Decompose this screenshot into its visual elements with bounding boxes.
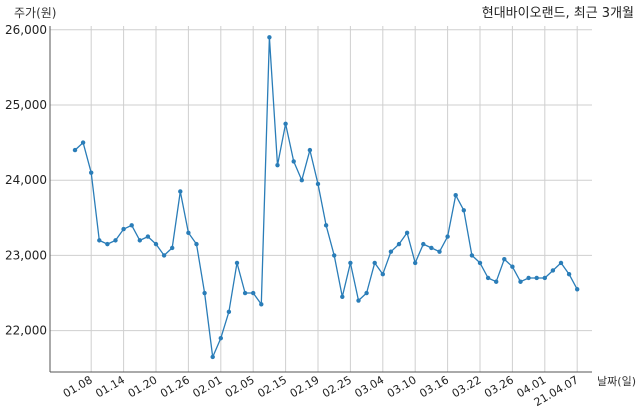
data-point [421,241,426,247]
data-point [461,208,466,213]
data-point [113,238,118,243]
data-point [404,230,410,236]
chart-title: 현대바이오랜드, 최근 3개월 [482,6,634,21]
data-point [477,260,483,266]
data-point [275,162,280,168]
data-point [129,223,134,228]
x-tick-label: 02.15 [255,373,289,400]
data-point [388,249,394,254]
data-point [534,275,539,281]
data-point [485,275,491,281]
data-point [566,272,572,277]
x-tick-label: 03.22 [450,373,484,400]
x-tick-label: 02.25 [320,373,354,400]
data-point [437,249,442,254]
data-point [380,272,385,277]
y-tick-label: 23,000 [5,248,47,262]
x-tick-label: 01.26 [158,373,192,400]
data-point [518,279,523,284]
x-tick-label: 02.01 [191,373,225,400]
data-point [542,275,547,281]
x-tick-label: 01.20 [126,373,160,400]
data-point [97,238,102,243]
gridlines [50,26,592,372]
x-tick-label: 01.08 [61,373,95,400]
data-point [558,260,564,266]
x-tick-label: 03.16 [417,373,451,400]
data-point [323,223,329,228]
data-point [364,290,369,296]
data-point [429,245,434,251]
data-point [186,230,191,236]
data-point [178,189,183,194]
data-point [396,241,402,247]
y-tick-label: 25,000 [5,98,47,112]
data-point [372,260,377,266]
data-point [348,260,353,266]
x-tick-label: 03.26 [482,373,516,400]
data-point [494,279,499,284]
data-point [89,170,94,175]
data-point [453,193,458,198]
x-tick-labels: 01.0801.1401.2001.2602.0102.0502.1502.19… [61,373,581,409]
data-point [575,287,580,292]
data-point [145,234,151,239]
data-point [137,238,142,243]
data-point [413,260,418,266]
data-point [121,226,126,232]
data-point [105,241,110,247]
y-tick-label: 22,000 [5,324,47,338]
data-point [161,253,167,258]
data-point [550,268,556,273]
data-point [340,294,345,299]
data-point [526,275,531,281]
data-point [251,290,256,296]
data-point [299,177,304,183]
data-point [502,256,507,262]
data-point [210,354,215,360]
data-point [332,253,337,258]
data-point [194,241,199,247]
data-point [510,264,515,269]
x-tick-label: 03.04 [353,373,387,400]
data-point [234,260,240,266]
y-axis-label: 주가(원) [14,6,56,20]
y-tick-label: 26,000 [5,23,47,37]
y-tick-label: 24,000 [5,173,47,187]
data-point [202,290,207,296]
x-axis-label: 날짜(일) [597,374,636,388]
axes [49,26,592,373]
data-point [356,298,361,303]
data-point [80,140,86,145]
y-tick-labels: 22,000 23,000 24,000 25,000 26,000 [5,23,47,338]
data-point [218,335,223,341]
x-tick-label: 01.14 [93,373,127,400]
data-point [445,234,450,239]
series-line [74,36,578,358]
x-tick-label: 03.10 [385,373,419,400]
data-point [315,181,321,187]
x-tick-label: 02.19 [288,373,322,400]
data-point [469,253,475,258]
data-point [170,245,175,251]
data-point [283,121,288,126]
series [72,35,580,360]
data-point [259,302,264,307]
data-point [242,290,248,296]
data-point [153,241,159,247]
data-point [226,309,232,315]
data-point [72,147,78,153]
data-point [307,147,313,153]
data-point [267,35,272,40]
x-tick-label: 02.05 [223,373,257,400]
data-point [291,159,296,164]
